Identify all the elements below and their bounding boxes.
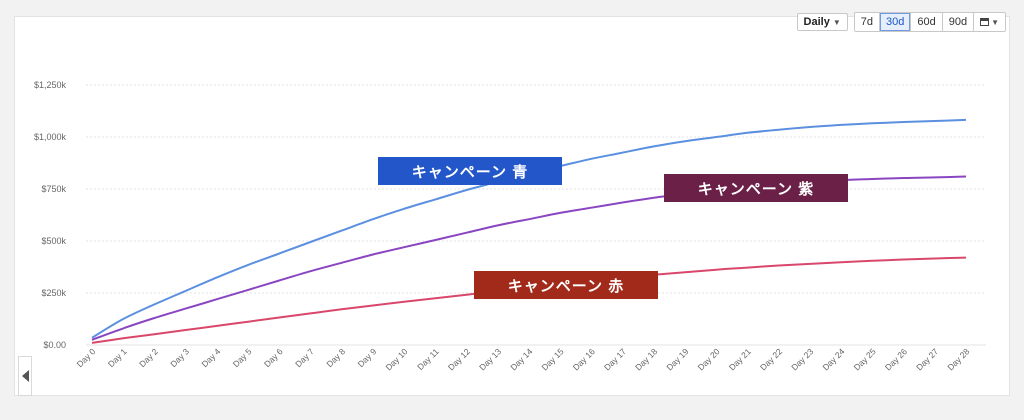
y-axis-tick-labels: $0.00 $250k $500k $750k $1,000k $1,250k	[34, 80, 67, 350]
x-tick-label: Day 22	[758, 346, 784, 372]
x-tick-label: Day 4	[199, 346, 222, 369]
chevron-down-icon: ▼	[991, 17, 999, 27]
y-tick-label: $250k	[41, 288, 66, 298]
x-tick-label: Day 20	[696, 346, 722, 372]
x-tick-label: Day 24	[820, 346, 846, 372]
granularity-label: Daily	[803, 16, 830, 28]
x-tick-label: Day 19	[664, 346, 690, 372]
x-tick-label: Day 26	[883, 346, 909, 372]
x-tick-label: Day 13	[477, 346, 503, 372]
x-tick-label: Day 0	[75, 346, 98, 369]
x-tick-label: Day 12	[446, 346, 472, 372]
x-tick-label: Day 5	[231, 346, 254, 369]
series-layer	[91, 118, 967, 344]
x-tick-label: Day 8	[324, 346, 347, 369]
scroll-left-button[interactable]	[18, 356, 32, 396]
callout-red: キャンペーン 赤	[474, 271, 658, 299]
x-tick-label: Day 11	[415, 346, 441, 372]
x-tick-label: Day 14	[508, 346, 534, 372]
y-tick-label: $0.00	[43, 340, 66, 350]
range-90d-button[interactable]: 90d	[942, 13, 975, 31]
x-tick-label: Day 16	[571, 346, 597, 372]
callout-purple: キャンペーン 紫	[664, 174, 848, 202]
x-tick-label: Day 7	[293, 346, 316, 369]
chart-panel	[14, 16, 1010, 396]
x-tick-label: Day 25	[852, 346, 878, 372]
x-tick-label: Day 23	[789, 346, 815, 372]
y-tick-label: $1,000k	[34, 132, 67, 142]
y-tick-label: $1,250k	[34, 80, 67, 90]
x-tick-label: Day 6	[262, 346, 285, 369]
x-tick-label: Day 28	[945, 346, 971, 372]
chevron-down-icon: ▼	[832, 17, 841, 27]
callout-red-label: キャンペーン 赤	[507, 277, 625, 295]
y-tick-label: $750k	[41, 184, 66, 194]
range-7d-button[interactable]: 7d	[854, 13, 880, 31]
range-30d-button[interactable]: 30d	[880, 13, 912, 31]
caret-left-icon	[21, 370, 29, 382]
x-tick-label: Day 15	[540, 346, 566, 372]
date-picker-button[interactable]: ▼	[974, 13, 1005, 31]
x-tick-label: Day 18	[633, 346, 659, 372]
x-tick-label: Day 17	[602, 346, 628, 372]
x-tick-label: Day 9	[356, 346, 379, 369]
series-line-blue	[91, 118, 967, 339]
range-60d-button[interactable]: 60d	[911, 13, 943, 31]
x-tick-label: Day 21	[727, 346, 753, 372]
x-axis-tick-labels: Day 0 Day 1 Day 2 Day 3 Day 4 Day 5 Day 6 Day 7…	[75, 346, 972, 372]
granularity-dropdown[interactable]: Daily ▼	[796, 13, 848, 31]
x-tick-label: Day 2	[137, 346, 160, 369]
callout-purple-label: キャンペーン 紫	[697, 180, 815, 198]
x-tick-label: Day 27	[914, 346, 940, 372]
y-tick-label: $500k	[41, 236, 66, 246]
callout-blue: キャンペーン 青	[378, 157, 562, 185]
x-tick-label: Day 10	[383, 346, 409, 372]
callout-blue-label: キャンペーン 青	[411, 163, 529, 181]
x-tick-label: Day 1	[106, 346, 129, 369]
calendar-icon	[980, 18, 990, 26]
x-tick-label: Day 3	[168, 346, 191, 369]
chart-toolbar: Daily ▼ 7d 30d 60d 90d ▼	[796, 12, 1006, 32]
range-selector: 7d 30d 60d 90d ▼	[853, 12, 1006, 32]
